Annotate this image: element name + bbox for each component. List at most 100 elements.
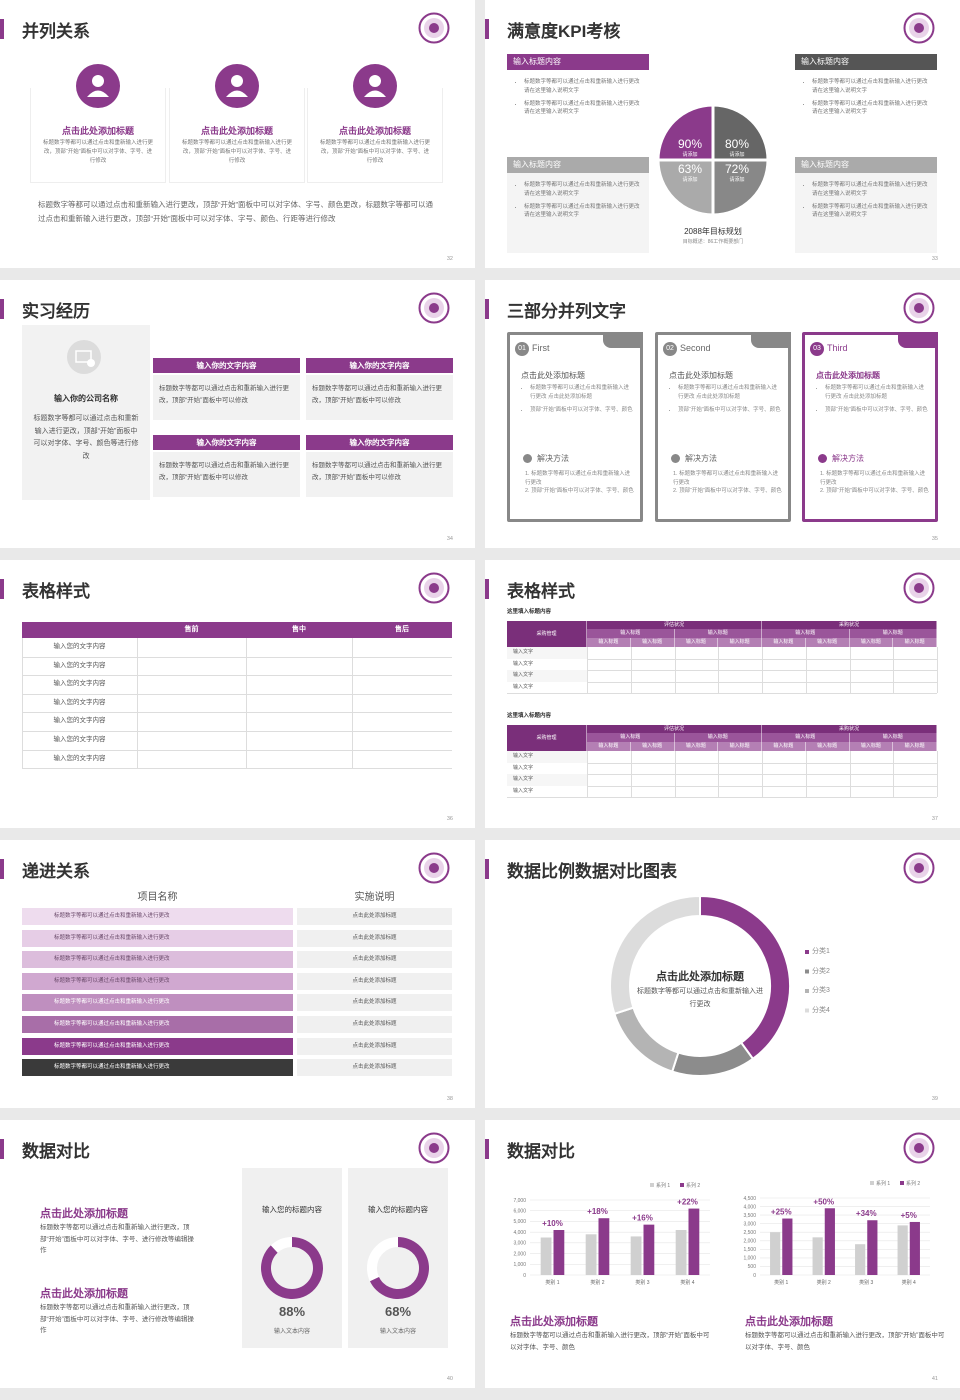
step-bar: 标题数字等都可以通过点击和重新输入进行更改 [22,1037,293,1055]
list-item: 标题数字等都可以通过点击和重新输入进行更改 请在这里输入说明文字 [812,203,933,221]
x-tick-label: 类别 2 [817,1279,831,1286]
table-label: 这里填入标题内容 [507,713,552,719]
row-label: 输入您的文字内容 [53,643,106,650]
card-bullets: 标题数字等都可以通过点击和重新输入进行更改 点击此处添加标题顶部“开始”面板中可… [816,384,928,418]
list-item: 标题数字等都可以通过点击和重新输入进行更改 请在这里输入说明文字 [812,100,933,118]
graphic [367,1237,429,1299]
logo-core [914,863,924,873]
bar [897,1225,908,1275]
list-item: 标题数字等都可以通过点击和重新输入进行更改 点击此处添加标题 [825,384,928,402]
column-rule [805,647,807,693]
y-tick-label: 3,000 [743,1221,756,1227]
card-text: 标题数字等都可以通过点击和重新输入进行更改，顶部“开始”面板中可以修改 [306,452,453,497]
list-item: 标题数字等都可以通过点击和重新输入进行更改 请在这里输入说明文字 [812,181,933,199]
card-heading: 输入你的文字内容 [306,358,453,373]
box-bg [507,70,649,150]
row-label: 输入文字 [507,751,587,763]
bar [540,1237,552,1275]
subgroup-header: 输入标题 [762,629,850,638]
title-accent [0,579,4,599]
card-label: 输入文本内容 [379,1329,416,1335]
annotation: +50% [813,1197,834,1206]
kpi-label: 请添加 [682,177,698,183]
column-header: 输入标题 [849,638,894,647]
y-tick-label: 6,000 [513,1209,526,1215]
x-tick-label: 类别 4 [902,1279,916,1286]
title-accent [485,859,489,879]
row-rule [507,785,937,787]
row-rule [22,749,452,751]
block-heading: 点击此处添加标题 [40,1208,128,1220]
card-frame [655,332,791,522]
logo-core [429,23,439,33]
row-rule [507,797,937,798]
kpi-quadrant [711,158,770,217]
step-note: 点击此处添加标题 [297,1059,452,1077]
step-note: 点击此处添加标题 [297,1037,452,1055]
list-item: 标题数字等都可以通过点击和重新输入进行更改 请在这里输入说明文字 [812,78,933,96]
column-rule [630,751,632,797]
check-icon [671,454,680,463]
bar [675,1230,687,1275]
graphic [418,12,450,44]
y-tick-label: 1,000 [743,1256,756,1262]
page-number: 33 [931,256,938,262]
donut-value [261,1237,323,1299]
icon-body [87,90,109,97]
annotation: +16% [632,1214,653,1223]
step-note: 点击此处添加标题 [297,1016,452,1033]
card-number: 02 [663,342,677,356]
step: 2. 顶部“开始”面板中可以对字体、字号、颜色 [673,488,782,494]
slide: 表格样式 36 售前 售中 售后 输入您的文字内容 输入您的文字内容 输入您的文字内容 输入您的… [0,560,475,828]
step-bar: 标题数字等都可以通过点击和重新输入进行更改 [22,951,293,969]
column-header: 输入标题 [718,638,762,647]
column-rule [762,751,763,797]
y-tick-label: 2,000 [513,1251,526,1257]
bar [630,1236,642,1275]
step: 1. 标题数字等都可以通过点击和重新输入进行更改 [820,471,926,486]
legend-label: 分类3 [812,987,830,994]
x-tick-label: 类别 1 [545,1279,559,1286]
y-tick-label: 1,000 [513,1262,526,1268]
bar [812,1237,823,1275]
step-bar: 标题数字等都可以通过点击和重新输入进行更改 [22,929,293,947]
card-name: Second [680,343,711,353]
legend-label: 分类2 [812,967,830,975]
item-heading: 点击此处添加标题 [61,126,134,136]
center-title: 点击此处添加标题 [656,971,744,983]
column-header: 输入标题 [587,742,631,751]
card-label: 输入文本内容 [273,1329,310,1335]
corner-header: 采购管理 [507,725,587,751]
legend-swatch [650,1183,654,1187]
logo-ring [903,572,935,604]
icon-plus [87,359,95,367]
column-header: 输入标题 [587,638,631,647]
donut-segment [670,1041,755,1077]
box-bg [795,173,937,253]
subgroup-header: 输入标题 [674,733,762,742]
graphic [418,572,450,604]
kpi-label: 请添加 [682,152,698,158]
y-tick-label: 2,000 [743,1239,756,1245]
y-tick-label: 5,000 [513,1219,526,1225]
card-frame [802,332,938,522]
kpi-label: 请添加 [729,152,745,158]
card-number: 03 [810,342,824,356]
donut-value [369,1237,429,1299]
card-bullets: 标题数字等都可以通过点击和重新输入进行更改 点击此处添加标题顶部“开始”面板中可… [521,384,633,418]
company-text: 标题数字等都可以通过点击和重新输入进行更改，顶部“开始”面板中可以对字体、字号、… [33,415,139,460]
card-number: 01 [515,342,529,356]
y-tick-label: 0 [523,1273,526,1279]
logo-ring [903,1132,935,1164]
card-heading: 点击此处添加标题 [669,371,733,380]
column-header: 输入标题 [674,742,719,751]
column-rule [893,647,895,693]
box-heading: 输入标题内容 [795,54,937,70]
card-bullets: 标题数字等都可以通过点击和重新输入进行更改 点击此处添加标题顶部“开始”面板中可… [669,384,781,418]
legend-label: 系列 1 [876,1180,890,1187]
company-name: 输入你的公司名称 [54,394,118,403]
y-tick-label: 4,500 [743,1196,756,1202]
bar [909,1221,920,1275]
graphic [903,292,935,324]
step-note: 点击此处添加标题 [297,994,452,1012]
